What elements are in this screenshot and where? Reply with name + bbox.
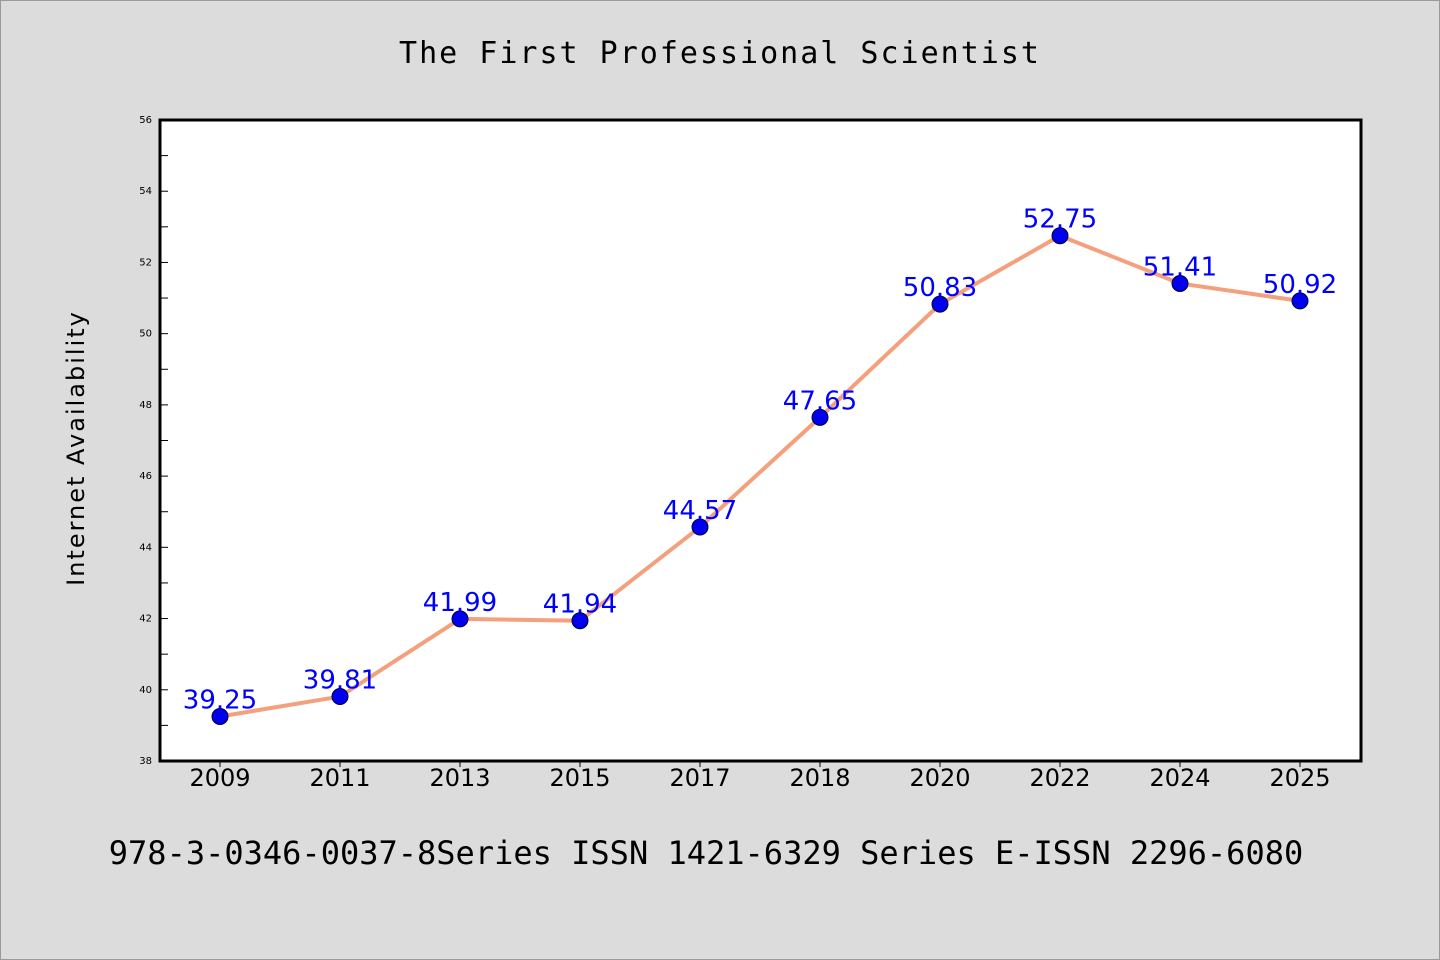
x-tick-label: 2015: [549, 764, 610, 792]
x-tick-label: 2011: [309, 764, 370, 792]
data-label: 41.94: [543, 590, 617, 620]
x-tick-label: 2022: [1029, 764, 1090, 792]
x-axis: 2009 2011 2013 2015 2017 2018 2020 2022 2024 2025: [189, 761, 1331, 792]
y-tick-label: 44: [139, 542, 152, 553]
data-label: 47.65: [783, 386, 857, 416]
y-tick-label: 42: [139, 614, 152, 625]
data-point: [331, 688, 349, 706]
x-tick-label: 2018: [789, 764, 850, 792]
data-label: 39.25: [183, 685, 257, 715]
y-tick-label: 56: [139, 115, 152, 126]
y-tick-label: 54: [139, 186, 152, 197]
data-point: [691, 518, 709, 536]
data-point: [1291, 292, 1309, 310]
y-axis-label: Internet Availability: [62, 310, 90, 586]
y-tick-label: 46: [139, 471, 152, 482]
series-layer: 39.25 39.81 41.99 41.94 44.57 47.65 50.83 52.75…: [183, 205, 1337, 725]
data-label: 39.81: [303, 666, 377, 696]
data-label: 51.41: [1143, 252, 1217, 282]
x-tick-label: 2017: [669, 764, 730, 792]
data-label: 44.57: [663, 496, 737, 526]
data-point: [811, 408, 829, 426]
x-tick-label: 2013: [429, 764, 490, 792]
x-tick-label: 2025: [1269, 764, 1330, 792]
y-tick-label: 38: [139, 756, 152, 767]
data-point: [1171, 274, 1189, 292]
x-tick-label: 2020: [909, 764, 970, 792]
chart-title: The First Professional Scientist: [399, 36, 1041, 71]
data-point: [931, 295, 949, 313]
y-tick-label: 48: [139, 400, 152, 411]
data-point: [1051, 227, 1069, 245]
x-tick-label: 2024: [1149, 764, 1210, 792]
data-point: [571, 612, 589, 630]
data-label: 50.83: [903, 273, 977, 303]
series-line: [219, 233, 1301, 719]
data-label: 52.75: [1023, 205, 1097, 235]
plot-area: [158, 118, 1363, 763]
y-tick-label: 52: [139, 257, 152, 268]
y-axis: 38 40 42 44 46 48 50 52 54 56: [139, 115, 168, 767]
data-point: [211, 707, 229, 725]
y-tick-label: 40: [139, 685, 152, 696]
x-tick-label: 2009: [189, 764, 250, 792]
data-label: 41.99: [423, 588, 497, 618]
y-tick-label: 50: [139, 329, 152, 340]
data-label: 50.92: [1263, 270, 1337, 300]
footer-text: 978-3-0346-0037-8Series ISSN 1421-6329 S…: [109, 834, 1303, 872]
data-point: [451, 610, 469, 628]
